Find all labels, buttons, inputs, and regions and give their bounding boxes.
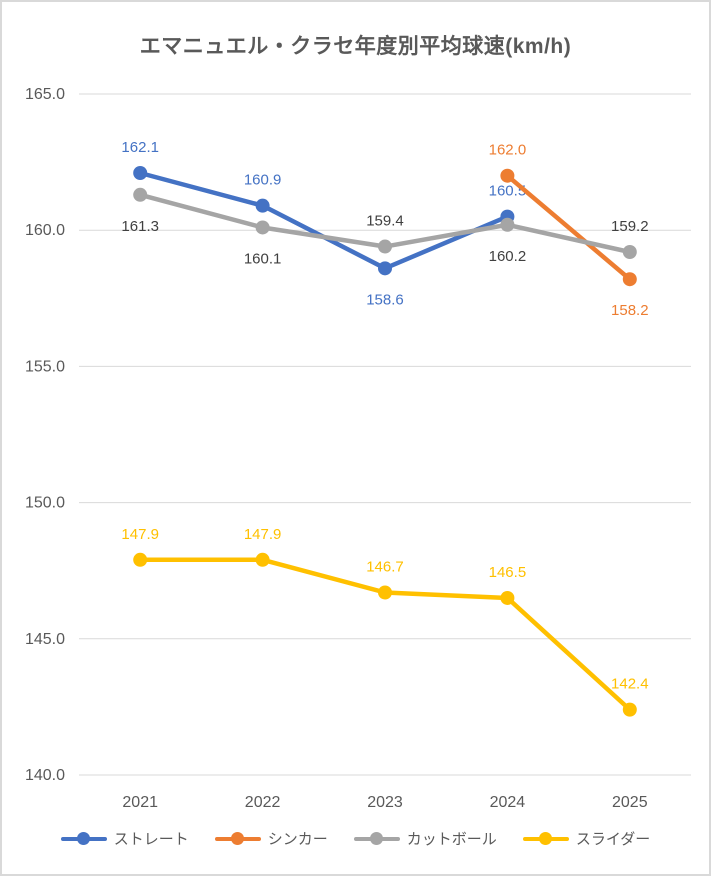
legend: ストレート シンカー カットボール スライダー: [2, 828, 709, 849]
data-point: [133, 187, 148, 202]
data-label: 159.4: [366, 213, 404, 230]
data-point: [133, 552, 148, 567]
legend-label: ストレート: [113, 831, 189, 848]
legend-line-marker-icon: [353, 832, 400, 845]
chart-title: エマニュエル・クラセ年度別平均球速(km/h): [139, 35, 572, 58]
data-label: 162.0: [489, 142, 527, 159]
data-point: [622, 244, 637, 259]
data-label: 159.2: [611, 218, 649, 235]
data-point: [133, 165, 148, 180]
data-label: 160.1: [244, 250, 282, 267]
data-point: [622, 272, 637, 287]
series-line-0: [137, 170, 510, 271]
data-point: [500, 217, 515, 232]
x-tick-label: 2022: [245, 794, 281, 811]
legend-label: シンカー: [267, 831, 328, 848]
y-tick-label: 140.0: [25, 767, 65, 784]
data-point: [500, 168, 515, 183]
y-tick-label: 145.0: [25, 631, 65, 648]
data-point: [255, 552, 270, 567]
legend-item: スライダー: [522, 828, 651, 849]
data-point: [255, 198, 270, 213]
series-line-3: [137, 557, 633, 712]
y-tick-label: 155.0: [25, 358, 65, 375]
data-label: 160.2: [489, 248, 527, 265]
data-point: [622, 702, 637, 717]
data-label: 158.6: [366, 291, 404, 308]
data-point: [378, 239, 392, 254]
legend-line-marker-icon: [214, 832, 261, 845]
x-tick-label: 2024: [490, 794, 526, 811]
legend-item: シンカー: [214, 828, 328, 849]
legend-line-marker-icon: [522, 832, 569, 845]
x-tick-label: 2025: [612, 794, 648, 811]
legend-line-marker-icon: [60, 832, 107, 845]
y-tick-label: 165.0: [25, 86, 65, 103]
legend-item: カットボール: [353, 828, 497, 849]
data-label: 147.9: [244, 526, 282, 543]
data-label: 158.2: [611, 302, 649, 319]
data-point: [378, 261, 392, 276]
data-point: [378, 585, 392, 600]
data-label: 160.9: [244, 172, 282, 189]
y-tick-label: 160.0: [25, 222, 65, 239]
data-label: 147.9: [121, 526, 159, 543]
data-label: 142.4: [611, 676, 649, 693]
legend-label: スライダー: [575, 831, 651, 848]
data-point: [255, 220, 270, 235]
data-point: [500, 590, 515, 605]
data-label: 146.7: [366, 558, 404, 575]
data-label: 146.5: [489, 564, 527, 581]
legend-label: カットボール: [406, 831, 497, 848]
legend-item: ストレート: [60, 828, 189, 849]
x-tick-label: 2023: [367, 794, 403, 811]
data-label: 162.1: [121, 139, 159, 156]
series-line-1: [505, 173, 633, 282]
data-label: 161.3: [121, 218, 159, 235]
x-tick-label: 2021: [122, 794, 158, 811]
y-tick-label: 150.0: [25, 495, 65, 512]
data-label: 160.5: [489, 183, 527, 200]
